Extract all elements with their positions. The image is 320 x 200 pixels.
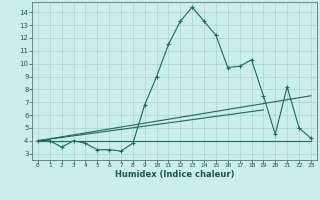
X-axis label: Humidex (Indice chaleur): Humidex (Indice chaleur) — [115, 170, 234, 179]
